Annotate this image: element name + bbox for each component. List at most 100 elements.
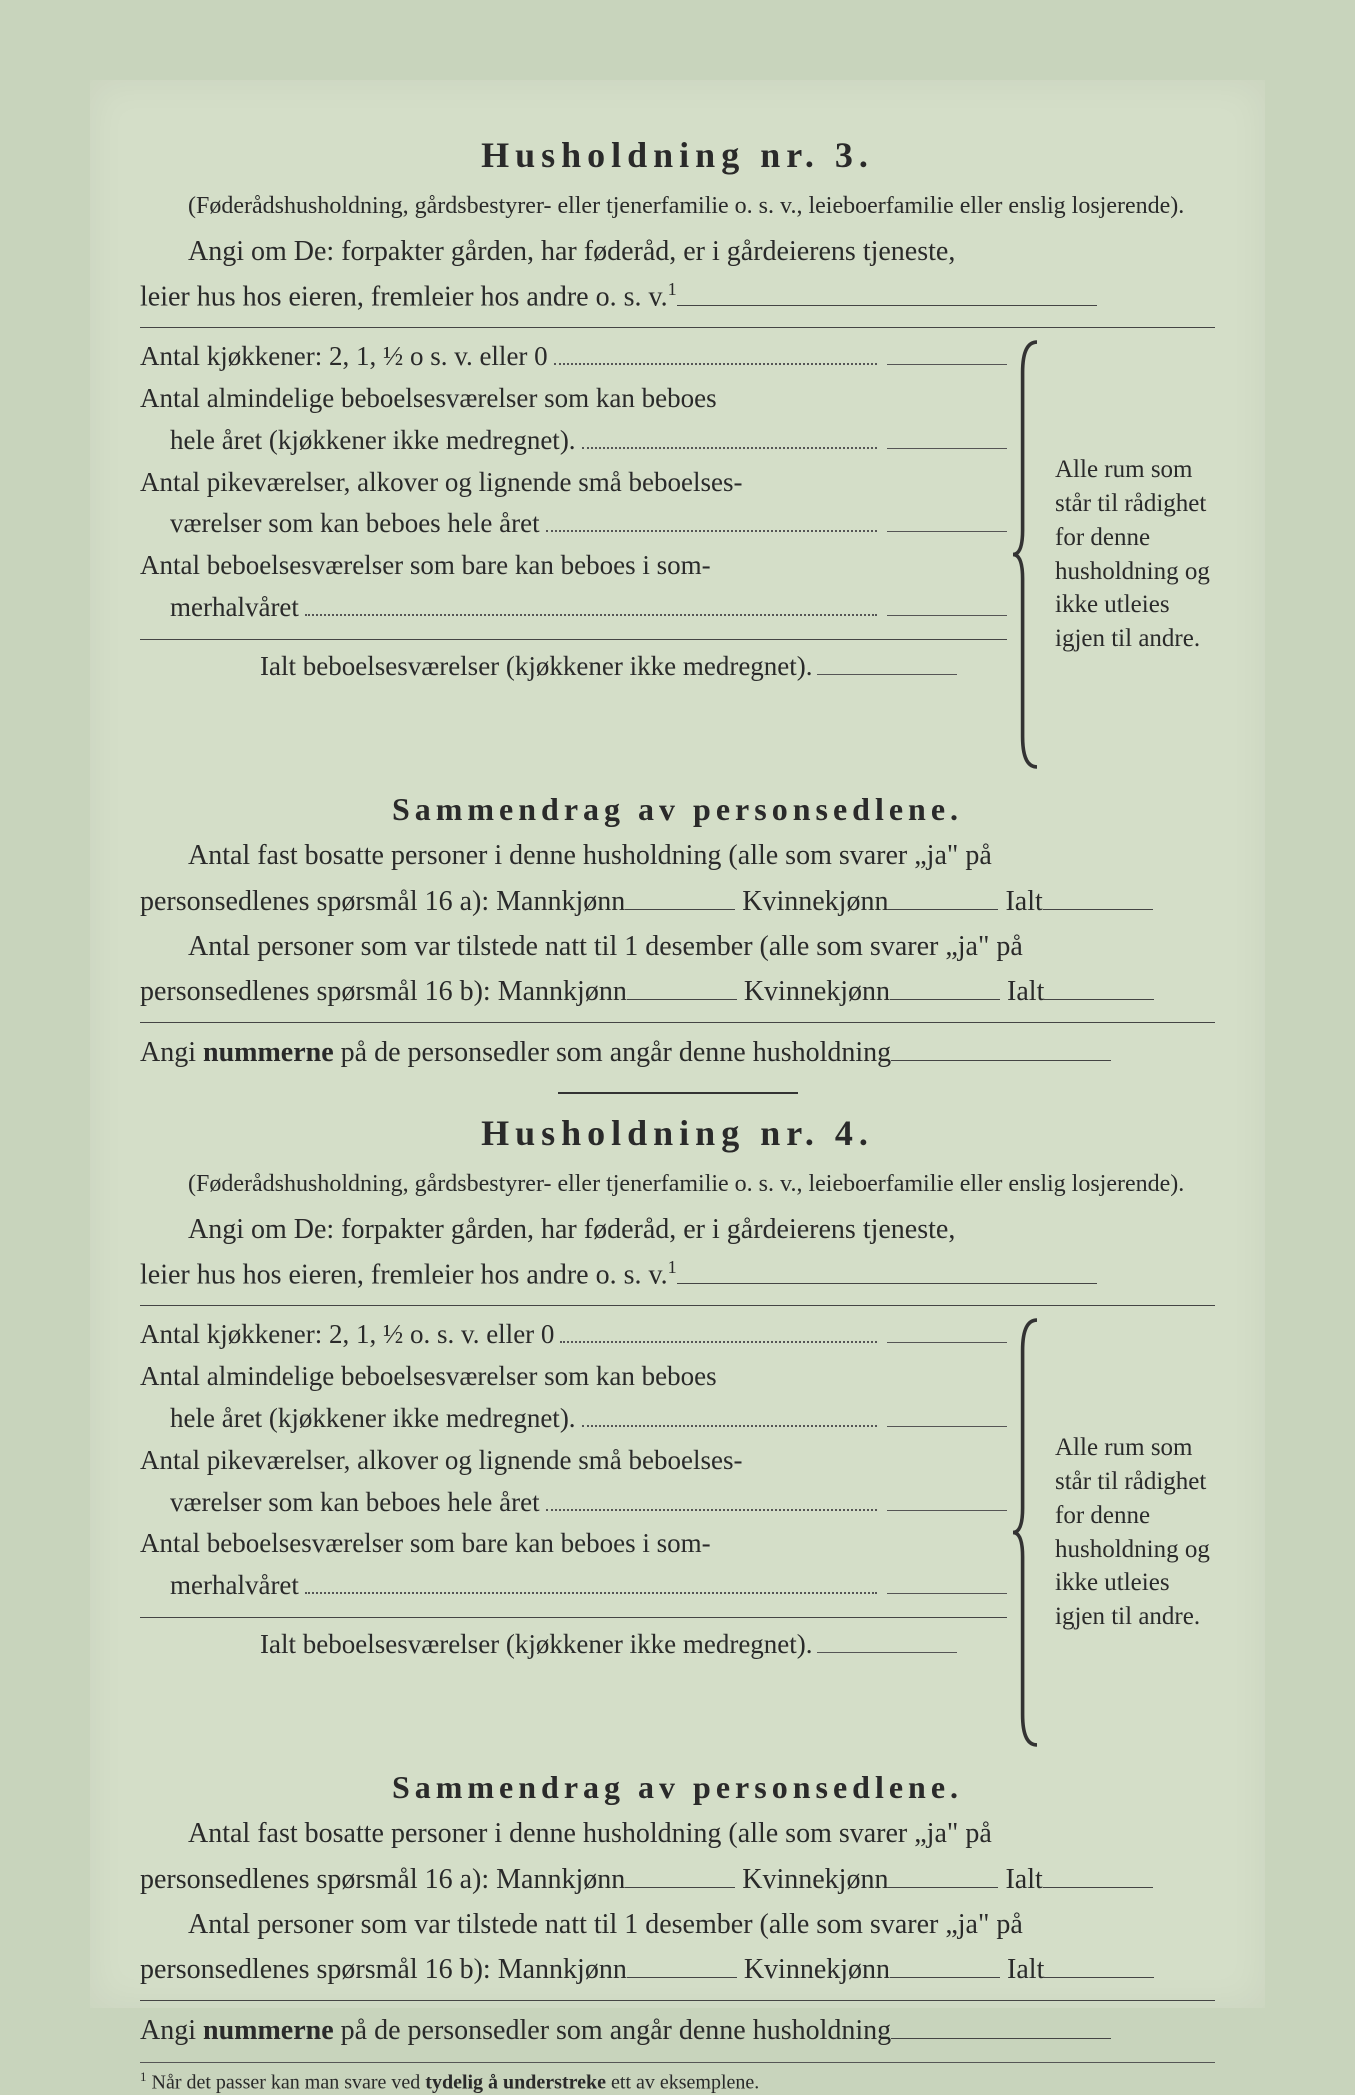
kitchens-3-blank[interactable] [887, 364, 1007, 365]
rooms-left-4: Antal kjøkkener: 2, 1, ½ o. s. v. eller … [140, 1314, 1007, 1751]
sum1a-4: Antal fast bosatte personer i denne hush… [140, 1812, 1215, 1855]
sum2b-4-prefix: personsedlenes spørsmål 16 b): Mannkjønn [140, 1954, 627, 1985]
rooms2b-4: værelser som kan beboes hele året [170, 1482, 540, 1524]
brace-text-4: Alle rum som står til rådighet for denne… [1055, 1314, 1215, 1751]
sum1b-3-mid: Kvinnekjønn [742, 886, 888, 917]
ialt-3a-blank[interactable] [1043, 909, 1153, 910]
sum1b-3: personsedlenes spørsmål 16 a): Mannkjønn… [140, 880, 1215, 923]
rooms1a-3: Antal almindelige beboelsesværelser som … [140, 378, 717, 420]
divider [140, 327, 1215, 328]
section-4-subtitle: (Føderådshusholdning, gårdsbestyrer- ell… [140, 1166, 1215, 1202]
sum2a-4: Antal personer som var tilstede natt til… [140, 1903, 1215, 1946]
angi-4-line1: Angi om De: forpakter gården, har føderå… [140, 1208, 1215, 1251]
document-page: Husholdning nr. 3. (Føderådshusholdning,… [90, 80, 1265, 2008]
rooms2b-3: værelser som kan beboes hele året [170, 503, 540, 545]
sum1b-4-end: Ialt [1005, 1864, 1042, 1895]
numbers-3-blank[interactable] [891, 1060, 1111, 1061]
angi-3-line1: Angi om De: forpakter gården, har føderå… [140, 230, 1215, 273]
angi-3-line2-text: leier hus hos eieren, fremleier hos andr… [140, 282, 668, 313]
rooms1b-4: hele året (kjøkkener ikke medregnet). [170, 1398, 576, 1440]
ialt-3b-blank[interactable] [1044, 999, 1154, 1000]
section-3-subtitle: (Føderådshusholdning, gårdsbestyrer- ell… [140, 188, 1215, 224]
mann-4b-blank[interactable] [627, 1977, 737, 1978]
sum1b-3-prefix: personsedlenes spørsmål 16 a): Mannkjønn [140, 886, 625, 917]
rooms3a-4: Antal beboelsesværelser som bare kan beb… [140, 1523, 711, 1565]
brace-icon [1013, 1314, 1049, 1751]
mann-3a-blank[interactable] [625, 909, 735, 910]
rooms3a-3: Antal beboelsesværelser som bare kan beb… [140, 545, 711, 587]
rooms1-4-blank[interactable] [887, 1426, 1007, 1427]
numbers-3: Angi nummerne på de personsedler som ang… [140, 1031, 1215, 1074]
rooms2-3-blank[interactable] [887, 531, 1007, 532]
dots [582, 1400, 877, 1427]
dots [305, 1567, 877, 1594]
rooms-block-4: Antal kjøkkener: 2, 1, ½ o. s. v. eller … [140, 1314, 1215, 1751]
summary-4-title: Sammendrag av personsedlene. [140, 1769, 1215, 1806]
sum2b-4: personsedlenes spørsmål 16 b): Mannkjønn… [140, 1948, 1215, 1991]
ialt-4a-blank[interactable] [1043, 1887, 1153, 1888]
kitchens-3: Antal kjøkkener: 2, 1, ½ o s. v. eller 0 [140, 336, 548, 378]
rooms3b-4: merhalvåret [170, 1565, 299, 1607]
rooms3-4-blank[interactable] [887, 1593, 1007, 1594]
brace-text-3: Alle rum som står til rådighet for denne… [1055, 336, 1215, 773]
sum1b-4-prefix: personsedlenes spørsmål 16 a): Mannkjønn [140, 1864, 625, 1895]
footnote-ref-1: 1 [668, 279, 677, 299]
section-4-title: Husholdning nr. 4. [140, 1112, 1215, 1154]
mann-4a-blank[interactable] [625, 1887, 735, 1888]
footnote: 1 Når det passer kan man svare ved tydel… [140, 2062, 1215, 2095]
angi-4-line2-text: leier hus hos eieren, fremleier hos andr… [140, 1260, 668, 1291]
rooms2-4-blank[interactable] [887, 1510, 1007, 1511]
section-divider [558, 1092, 798, 1094]
mann-3b-blank[interactable] [627, 999, 737, 1000]
kvinne-3a-blank[interactable] [888, 909, 998, 910]
angi-4-line2: leier hus hos eieren, fremleier hos andr… [140, 1253, 1215, 1297]
sum2a-3: Antal personer som var tilstede natt til… [140, 925, 1215, 968]
rooms-block-3: Antal kjøkkener: 2, 1, ½ o s. v. eller 0… [140, 336, 1215, 773]
sum2b-3: personsedlenes spørsmål 16 b): Mannkjønn… [140, 970, 1215, 1013]
total-3: Ialt beboelsesværelser (kjøkkener ikke m… [260, 646, 813, 688]
kitchens-4-blank[interactable] [887, 1342, 1007, 1343]
total-4: Ialt beboelsesværelser (kjøkkener ikke m… [260, 1624, 813, 1666]
kvinne-4b-blank[interactable] [890, 1977, 1000, 1978]
summary-3-title: Sammendrag av personsedlene. [140, 791, 1215, 828]
kvinne-3b-blank[interactable] [890, 999, 1000, 1000]
sum1a-3: Antal fast bosatte personer i denne hush… [140, 834, 1215, 877]
rooms3-3-blank[interactable] [887, 615, 1007, 616]
divider [140, 1305, 1215, 1306]
kvinne-4a-blank[interactable] [888, 1887, 998, 1888]
total-4-blank[interactable] [817, 1652, 957, 1653]
rooms2a-4: Antal pikeværelser, alkover og lignende … [140, 1440, 743, 1482]
dots [560, 1316, 877, 1343]
kitchens-4: Antal kjøkkener: 2, 1, ½ o. s. v. eller … [140, 1314, 554, 1356]
dots [305, 589, 877, 616]
ialt-4b-blank[interactable] [1044, 1977, 1154, 1978]
sum1b-3-end: Ialt [1005, 886, 1042, 917]
sum2b-4-mid: Kvinnekjønn [744, 1954, 890, 1985]
sum2b-3-mid: Kvinnekjønn [744, 976, 890, 1007]
divider [140, 639, 1007, 640]
page-tear [0, 970, 80, 1090]
rooms-left-3: Antal kjøkkener: 2, 1, ½ o s. v. eller 0… [140, 336, 1007, 773]
divider [140, 1022, 1215, 1023]
dots [582, 422, 877, 449]
angi-4-blank[interactable] [677, 1283, 1097, 1284]
footnote-ref-2: 1 [668, 1257, 677, 1277]
dots [554, 338, 877, 365]
sum2b-3-end: Ialt [1007, 976, 1044, 1007]
rooms1-3-blank[interactable] [887, 448, 1007, 449]
angi-3-blank[interactable] [677, 305, 1097, 306]
dots [546, 1484, 877, 1511]
footnote-marker: 1 [140, 2069, 147, 2084]
total-3-blank[interactable] [817, 674, 957, 675]
rooms2a-3: Antal pikeværelser, alkover og lignende … [140, 462, 743, 504]
numbers-4-blank[interactable] [891, 2038, 1111, 2039]
sum2b-4-end: Ialt [1007, 1954, 1044, 1985]
sum1b-4-mid: Kvinnekjønn [742, 1864, 888, 1895]
angi-3-line2: leier hus hos eieren, fremleier hos andr… [140, 275, 1215, 319]
divider [140, 1617, 1007, 1618]
rooms1b-3: hele året (kjøkkener ikke medregnet). [170, 420, 576, 462]
numbers-4: Angi nummerne på de personsedler som ang… [140, 2009, 1215, 2052]
divider [140, 2000, 1215, 2001]
rooms3b-3: merhalvåret [170, 587, 299, 629]
sum1b-4: personsedlenes spørsmål 16 a): Mannkjønn… [140, 1858, 1215, 1901]
